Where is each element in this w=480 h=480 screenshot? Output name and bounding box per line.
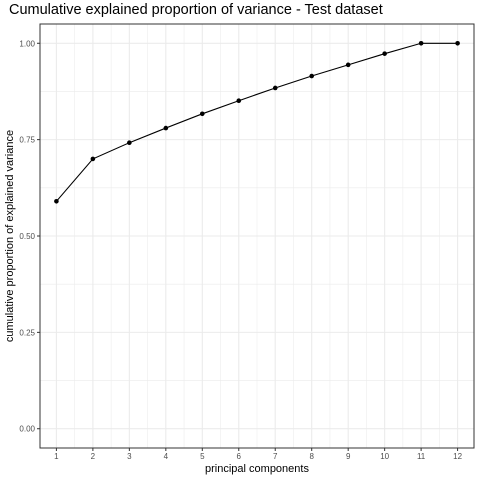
x-tick-label: 8 xyxy=(309,452,314,461)
x-tick-label: 6 xyxy=(237,452,242,461)
y-axis-title: cumulative proportion of explained varia… xyxy=(4,130,16,342)
data-point xyxy=(90,156,96,162)
x-tick-label: 7 xyxy=(273,452,278,461)
data-point xyxy=(236,98,242,104)
data-point xyxy=(345,62,351,68)
data-point xyxy=(272,85,278,91)
x-tick-label: 10 xyxy=(380,452,389,461)
series-line xyxy=(55,42,458,202)
data-point xyxy=(54,199,59,204)
x-tick-label: 11 xyxy=(417,452,426,461)
series-group xyxy=(54,40,460,204)
y-tick-label: 0.00 xyxy=(19,425,35,434)
data-point xyxy=(309,73,315,79)
data-point xyxy=(382,51,387,56)
data-point xyxy=(418,40,424,46)
y-tick-label: 0.25 xyxy=(19,328,35,337)
x-tick-label: 5 xyxy=(200,452,205,461)
x-tick-label: 12 xyxy=(453,452,462,461)
y-tick-label: 0.75 xyxy=(19,136,35,145)
x-axis: 1 2 3 4 5 6 7 8 9 10 11 12 xyxy=(54,448,463,461)
data-point xyxy=(455,40,460,46)
data-point xyxy=(163,125,169,131)
grid-major xyxy=(40,24,474,448)
x-tick-label: 3 xyxy=(127,452,132,461)
y-axis: 0.00 0.25 0.50 0.75 1.00 xyxy=(19,39,40,434)
x-tick-label: 9 xyxy=(346,452,351,461)
x-tick-label: 1 xyxy=(54,452,59,461)
chart-title: Cumulative explained proportion of varia… xyxy=(9,2,383,18)
y-tick-label: 1.00 xyxy=(19,39,35,48)
x-tick-label: 2 xyxy=(91,452,96,461)
data-point xyxy=(127,140,132,146)
x-axis-title: principal components xyxy=(205,463,309,475)
x-tick-label: 4 xyxy=(164,452,169,461)
y-tick-label: 0.50 xyxy=(19,232,35,241)
data-point xyxy=(199,111,205,117)
